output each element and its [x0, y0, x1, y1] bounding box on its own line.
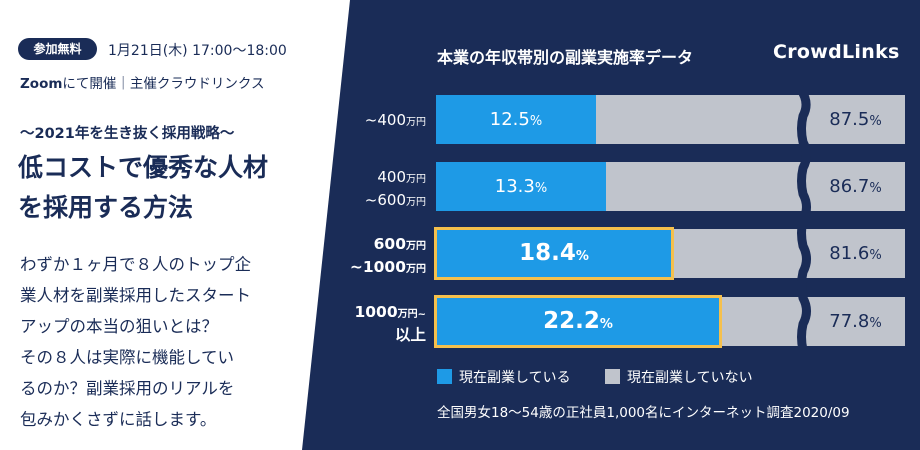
legend-swatch-doing — [437, 369, 452, 384]
legend-swatch-not-doing — [605, 369, 620, 384]
event-subtitle: 〜2021年を生き抜く採用戦略〜 — [20, 126, 235, 142]
description-line: わずか１ヶ月で８人のトップ企 — [20, 255, 251, 274]
value-label-doing: 12.5% — [489, 109, 543, 130]
value-label-doing: 22.2% — [543, 308, 613, 334]
legend-label-not-doing: 現在副業していない — [627, 370, 753, 386]
description-line: その８人は実際に機能してい — [20, 348, 235, 367]
category-label: 400万円 ~600万円 — [320, 167, 426, 213]
bar-doing — [436, 297, 720, 346]
value-label-not-doing: 81.6% — [829, 243, 882, 264]
crowdlinks-logo: CrowdLinks — [773, 41, 900, 63]
event-date: 1月21日(木) 17:00〜18:00 — [108, 43, 287, 59]
host-label: にて開催｜主催クラウドリンクス — [62, 76, 265, 92]
bar-doing — [436, 162, 606, 211]
category-label-line: ~600万円 — [364, 190, 426, 209]
category-label: ~400万円 — [320, 110, 426, 133]
category-label-line: ~400万円 — [364, 110, 426, 129]
value-label-not-doing: 77.8% — [829, 311, 882, 332]
category-label-line: 以上 — [394, 325, 426, 344]
value-label-doing: 18.4% — [519, 240, 589, 266]
value-label-not-doing: 86.7% — [829, 176, 882, 197]
value-label-doing: 13.3% — [494, 176, 548, 197]
description-line: 包みかくさずに話します。 — [20, 410, 217, 429]
description-line: 業人材を副業採用したスタート — [20, 286, 251, 305]
description-line: るのか？副業採用のリアルを — [20, 379, 235, 398]
event-title: 低コストで優秀な人材 を採用する方法 — [18, 148, 338, 228]
free-badge: 参加無料 — [18, 38, 97, 60]
chart-title: 本業の年収帯別の副業実施率データ — [437, 48, 694, 67]
category-label-line: ~1000万円 — [349, 257, 426, 276]
bar-doing — [436, 95, 596, 144]
legend-label-doing: 現在副業している — [459, 370, 571, 386]
axis-break-line — [796, 85, 811, 355]
title-line: 低コストで優秀な人材 — [18, 153, 269, 182]
category-label-line: 600万円 — [373, 234, 426, 253]
description-line: アップの本当の狙いとは？ — [20, 317, 218, 336]
event-description: わずか１ヶ月で８人のトップ企 業人材を副業採用したスタート アップの本当の狙いと… — [20, 249, 320, 435]
value-label-not-doing: 87.5% — [829, 109, 882, 130]
title-line: を採用する方法 — [18, 193, 194, 222]
event-host: Zoomにて開催｜主催クラウドリンクス — [20, 72, 265, 92]
zoom-label: Zoom — [20, 76, 63, 92]
category-label-line: 1000万円~ — [354, 302, 426, 321]
category-label-line: 400万円 — [377, 167, 426, 186]
chart-footnote: 全国男女18〜54歳の正社員1,000名にインターネット調査2020/09 — [437, 405, 850, 421]
bar-doing — [436, 229, 672, 278]
category-label: 1000万円~ 以上 — [320, 302, 426, 348]
category-label: 600万円 ~1000万円 — [320, 234, 426, 280]
